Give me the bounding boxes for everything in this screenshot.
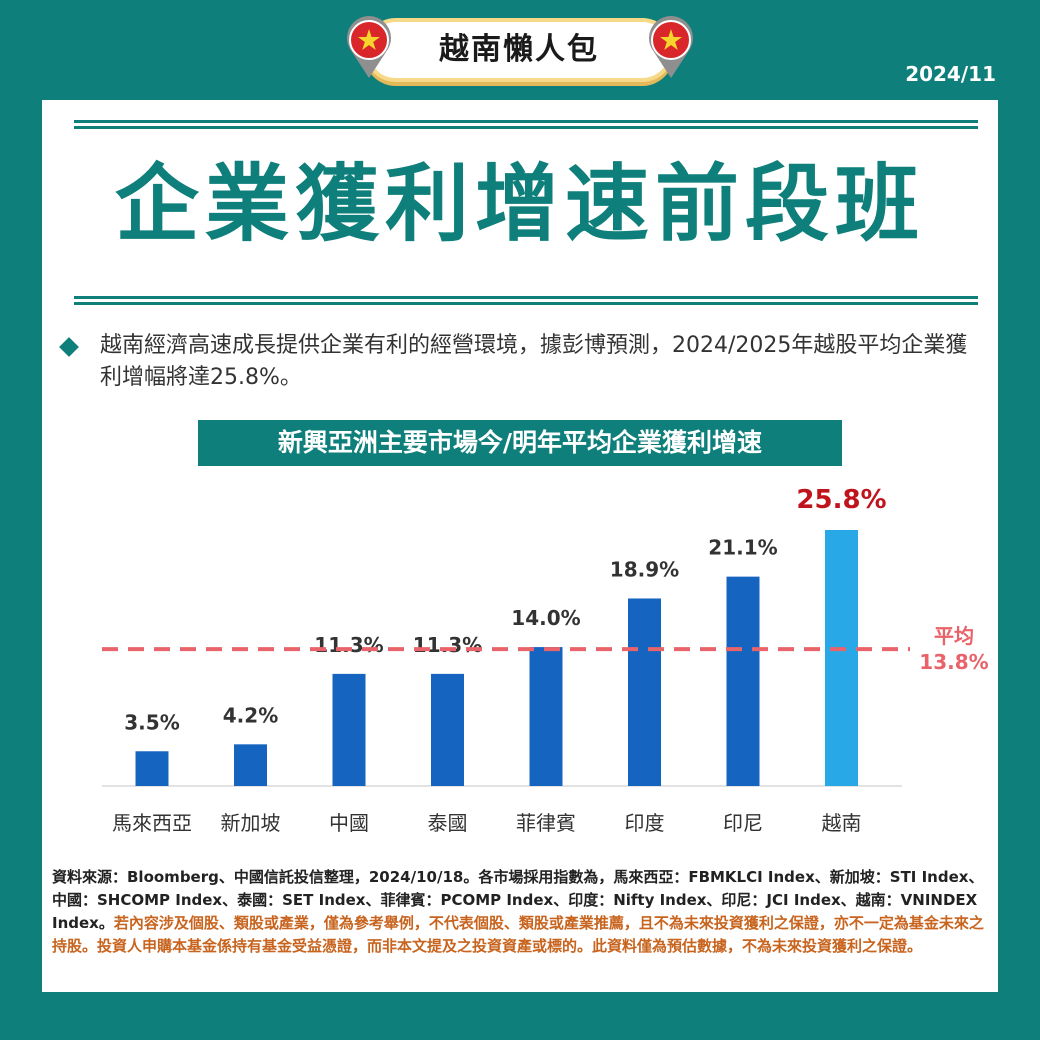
category-label: 印尼 (723, 811, 763, 835)
bar-4 (431, 673, 464, 786)
content-card: 企業獲利增速前段班 越南經濟高速成長提供企業有利的經營環境，據彭博預測，2024… (42, 100, 998, 992)
data-label: 11.3% (314, 633, 383, 657)
bar-5 (529, 647, 563, 786)
category-label: 印度 (625, 811, 665, 835)
top-rule (74, 120, 978, 129)
data-label: 14.0% (511, 606, 580, 630)
average-value-label: 13.8% (919, 650, 988, 674)
badge-label: 越南懶人包 (439, 32, 599, 67)
bar-6 (628, 598, 661, 786)
vietnam-flag-pin-icon (649, 16, 693, 79)
bar-2 (234, 744, 267, 786)
bar-chart: 3.5% 馬來西亞 4.2% 新加坡 11.3% 中國 11.3% 泰國 14.0% 菲律賓 18.… (102, 485, 989, 835)
bullet-point: 越南經濟高速成長提供企業有利的經營環境，據彭博預測，2024/2025年越股平均… (59, 330, 982, 394)
bar-8 (825, 530, 858, 786)
date-label: 2024/11 (905, 62, 996, 86)
category-label: 中國 (329, 811, 369, 835)
diamond-bullet-icon (59, 337, 79, 357)
data-label: 18.9% (610, 557, 679, 581)
average-label: 平均 (934, 624, 974, 648)
data-label: 4.2% (223, 703, 278, 727)
title-badge: 越南懶人包 (344, 12, 696, 92)
bottom-rule (74, 296, 978, 305)
disclaimer-text: 若內容涉及個股、類股或產業，僅為參考舉例，不代表個股、類股或產業推薦，且不為未來… (52, 914, 984, 955)
bar-1 (135, 751, 169, 786)
data-label: 21.1% (708, 536, 777, 560)
category-label: 越南 (822, 811, 862, 835)
bullet-text: 越南經濟高速成長提供企業有利的經營環境，據彭博預測，2024/2025年越股平均… (100, 333, 968, 390)
source-note: 資料來源：Bloomberg、中國信託投信整理，2024/10/18。各市場採用… (52, 866, 988, 958)
bar-3 (332, 673, 366, 786)
source-text: 資料來源：Bloomberg、中國信託投信整理，2024/10/18。各市場採用… (52, 868, 984, 932)
category-label: 泰國 (428, 811, 468, 835)
chart-title: 新興亞洲主要市場今/明年平均企業獲利增速 (198, 420, 842, 466)
category-label: 新加坡 (221, 811, 281, 835)
bar-7 (726, 576, 760, 786)
category-label: 菲律賓 (516, 811, 576, 835)
data-label: 3.5% (124, 710, 179, 734)
headline: 企業獲利增速前段班 (114, 155, 925, 253)
data-label: 11.3% (413, 633, 482, 657)
category-label: 馬來西亞 (112, 811, 192, 835)
data-label: 25.8% (796, 485, 886, 515)
vietnam-flag-pin-icon (347, 16, 391, 79)
badge-pill: 越南懶人包 (364, 18, 674, 82)
